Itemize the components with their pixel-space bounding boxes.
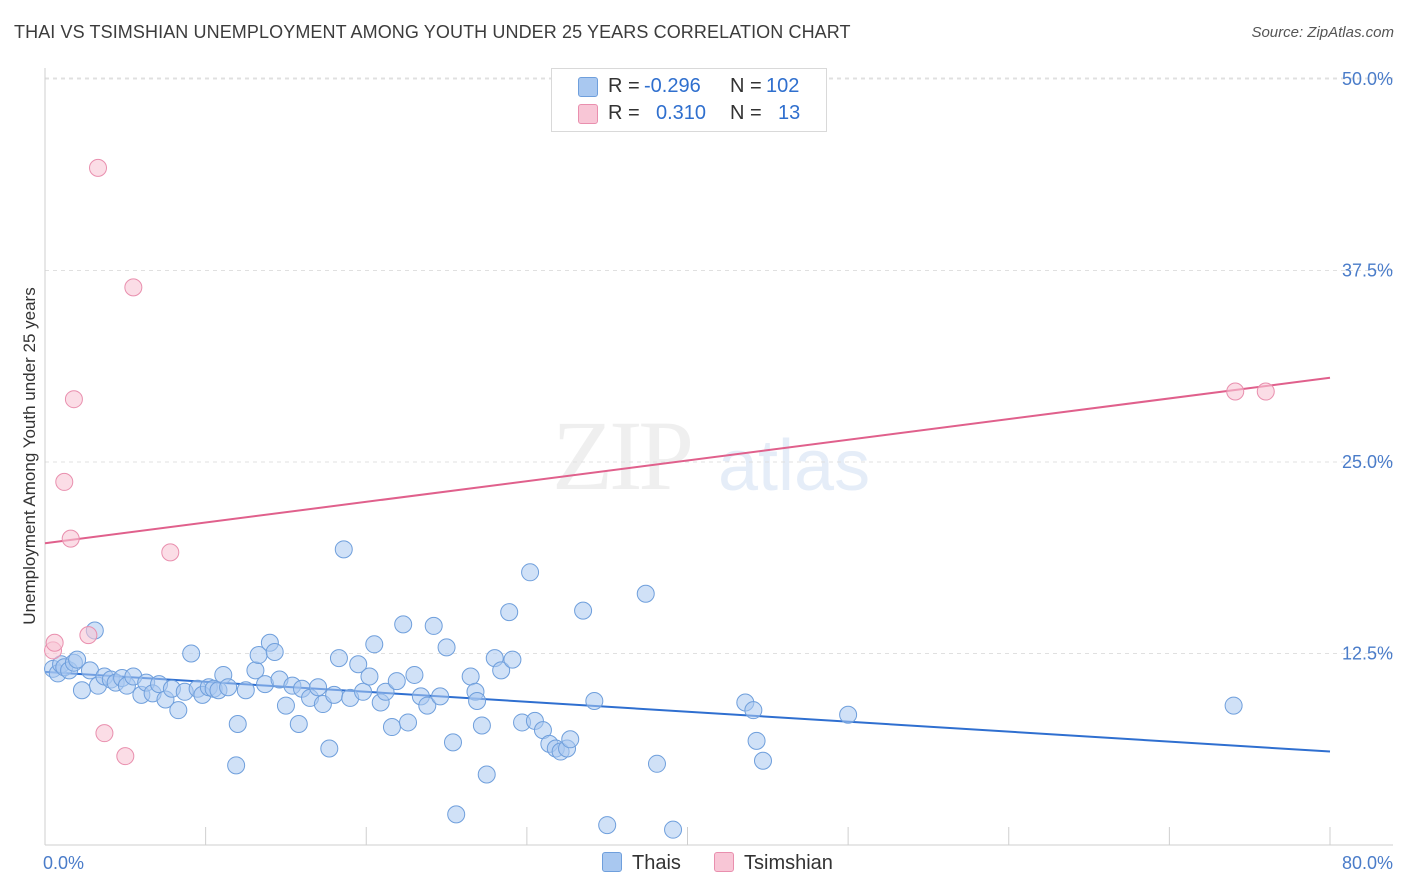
thai-point [1224, 696, 1243, 715]
tsimshian-swatch [578, 104, 598, 124]
thai-point [461, 667, 480, 686]
tsimshian-point [116, 747, 135, 766]
thai-point [418, 696, 437, 715]
thai-point [276, 696, 295, 715]
thai-point [169, 701, 188, 720]
thai-point [349, 655, 368, 674]
thai-point [394, 615, 413, 634]
thai-point [405, 665, 424, 684]
tsimshian-point [89, 158, 108, 177]
thai-swatch [578, 77, 598, 97]
thai-point [334, 540, 353, 559]
thai-point [500, 603, 519, 622]
thai-point [219, 678, 238, 697]
thai-point [744, 701, 763, 720]
tsimshian-points [44, 158, 1275, 766]
thai-point [636, 584, 655, 603]
thai-point [431, 687, 450, 706]
x-tick-label: 80.0% [1342, 853, 1393, 873]
thai-point [839, 705, 858, 724]
thai-point [387, 672, 406, 691]
thai-point [585, 691, 604, 710]
thai-point [72, 681, 91, 700]
n-value: 102 [766, 75, 800, 97]
r-label: R = [608, 75, 640, 97]
thai-point [289, 714, 308, 733]
r-value: -0.296 [644, 75, 701, 97]
thai-point [376, 682, 395, 701]
thai-point [265, 642, 284, 661]
thai-point [753, 751, 772, 770]
tick-labels: 12.5% 25.0% 37.5% 50.0% 0.0% 80.0% [43, 69, 1393, 873]
thai-trend-line [44, 670, 1331, 753]
tsimshian-point [1226, 382, 1245, 401]
chart-title: THAI VS TSIMSHIAN UNEMPLOYMENT AMONG YOU… [14, 22, 851, 42]
thai-point [664, 820, 683, 839]
thai-point [228, 714, 247, 733]
n-label: N = [730, 75, 762, 97]
legend-label-thais: Thais [632, 852, 681, 874]
tsimshian-point [95, 724, 114, 743]
r-value: 0.310 [656, 102, 707, 124]
thai-point [309, 678, 328, 697]
thai-point [236, 681, 255, 700]
thai-point [447, 805, 466, 824]
thai-point [747, 731, 766, 750]
tsimshian-swatch [714, 852, 734, 872]
thai-point [443, 733, 462, 752]
watermark-zip: ZIP [552, 400, 694, 511]
thai-point [325, 685, 344, 704]
legend-item-thais: Thais [602, 852, 681, 876]
n-value: 13 [778, 102, 801, 124]
tsimshian-trend-line [44, 376, 1331, 545]
thai-point [182, 644, 201, 663]
axes [44, 68, 1393, 846]
thai-point [329, 649, 348, 668]
thai-point [472, 716, 491, 735]
gridlines [45, 77, 1393, 654]
n-label: N = [730, 102, 762, 124]
thai-point [647, 754, 666, 773]
thais-swatch [602, 852, 622, 872]
legend-item-tsimshian: Tsimshian [714, 852, 833, 876]
thai-point [492, 661, 511, 680]
thai-point [468, 691, 487, 710]
tsimshian-point [64, 390, 83, 409]
y-tick-label: 37.5% [1342, 261, 1393, 281]
legend-label-tsimshian: Tsimshian [744, 852, 833, 874]
thai-point [68, 650, 87, 669]
tsimshian-point [55, 472, 74, 491]
tsimshian-point [45, 633, 64, 652]
y-tick-label: 50.0% [1342, 69, 1393, 89]
correlation-legend: R = -0.296 N = 102 R = 0.310 N = 13 [551, 68, 827, 132]
thai-point [521, 563, 540, 582]
x-tick-label: 0.0% [43, 853, 84, 873]
thai-point [477, 765, 496, 784]
thai-point [598, 816, 617, 835]
thai-point [503, 650, 522, 669]
thai-point [320, 739, 339, 758]
thai-point [227, 756, 246, 775]
thai-point [365, 635, 384, 654]
tsimshian-point [161, 543, 180, 562]
y-tick-label: 25.0% [1342, 452, 1393, 472]
source-label: Source: ZipAtlas.com [1251, 24, 1394, 41]
thai-point [561, 730, 580, 749]
tsimshian-point [124, 278, 143, 297]
tsimshian-point [1256, 382, 1275, 401]
tsimshian-point [61, 529, 80, 548]
thai-point [360, 667, 379, 686]
thai-point [574, 601, 593, 620]
thai-point [354, 682, 373, 701]
trend-lines [44, 376, 1331, 753]
thai-point [437, 638, 456, 657]
thai-point [424, 616, 443, 635]
thai-point [399, 713, 418, 732]
thai-points [44, 540, 1243, 839]
r-label: R = [608, 102, 640, 124]
tsimshian-point [79, 626, 98, 645]
y-tick-label: 12.5% [1342, 644, 1393, 664]
thai-point [382, 718, 401, 737]
